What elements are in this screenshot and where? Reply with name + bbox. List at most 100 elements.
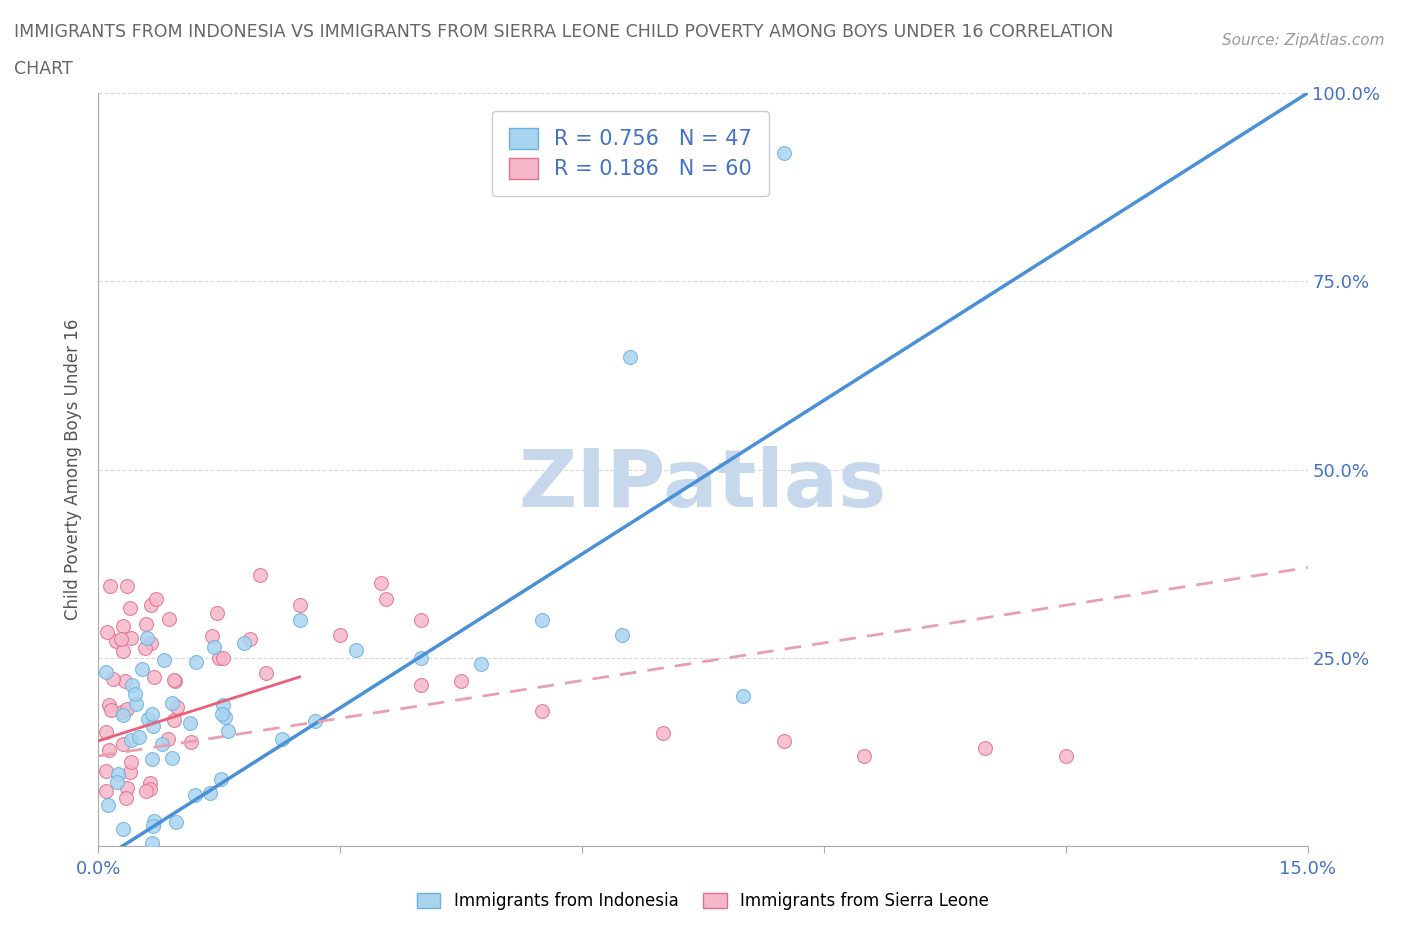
Point xyxy=(131,661,153,676)
Point xyxy=(179,715,201,730)
Point xyxy=(198,786,221,801)
Point xyxy=(150,737,173,751)
Point xyxy=(409,613,432,628)
Point xyxy=(135,631,157,645)
Point xyxy=(157,612,180,627)
Point xyxy=(112,707,135,722)
Text: IMMIGRANTS FROM INDONESIA VS IMMIGRANTS FROM SIERRA LEONE CHILD POVERTY AMONG BO: IMMIGRANTS FROM INDONESIA VS IMMIGRANTS … xyxy=(14,23,1114,41)
Point xyxy=(143,670,166,684)
Point xyxy=(974,741,997,756)
Point xyxy=(103,671,125,686)
Text: Source: ZipAtlas.com: Source: ZipAtlas.com xyxy=(1222,33,1385,47)
Point xyxy=(145,591,167,606)
Point xyxy=(124,686,146,701)
Point xyxy=(134,641,156,656)
Point xyxy=(139,636,162,651)
Point xyxy=(249,567,271,582)
Point xyxy=(96,783,118,798)
Point xyxy=(370,575,392,591)
Text: CHART: CHART xyxy=(14,60,73,78)
Point xyxy=(139,776,162,790)
Point xyxy=(409,651,432,666)
Point xyxy=(165,815,187,830)
Text: ZIPatlas: ZIPatlas xyxy=(519,445,887,524)
Point xyxy=(254,666,277,681)
Point xyxy=(107,766,129,781)
Point xyxy=(115,702,138,717)
Point xyxy=(153,652,176,667)
Point xyxy=(217,724,239,738)
Point xyxy=(166,699,188,714)
Point xyxy=(207,605,229,620)
Point xyxy=(141,751,163,766)
Point xyxy=(114,790,136,805)
Point xyxy=(98,578,121,593)
Point xyxy=(211,651,233,666)
Point xyxy=(160,751,183,765)
Point xyxy=(180,734,202,749)
Point xyxy=(184,654,207,669)
Point xyxy=(184,788,207,803)
Point xyxy=(141,835,163,850)
Point xyxy=(853,749,876,764)
Point xyxy=(374,591,396,606)
Legend: R = 0.756   N = 47, R = 0.186   N = 60: R = 0.756 N = 47, R = 0.186 N = 60 xyxy=(492,111,769,196)
Point xyxy=(112,737,135,751)
Point xyxy=(98,698,121,712)
Point xyxy=(135,617,157,631)
Point xyxy=(98,743,121,758)
Point xyxy=(112,821,135,836)
Point xyxy=(142,718,165,733)
Point xyxy=(288,598,311,613)
Point xyxy=(160,695,183,710)
Point xyxy=(470,657,492,671)
Point xyxy=(208,651,231,666)
Point xyxy=(530,613,553,628)
Point xyxy=(105,775,128,790)
Point xyxy=(115,579,138,594)
Point xyxy=(97,798,120,813)
Point xyxy=(139,782,162,797)
Point xyxy=(202,640,225,655)
Point xyxy=(239,631,262,646)
Point xyxy=(214,710,236,724)
Point xyxy=(142,818,165,833)
Point xyxy=(619,349,641,364)
Point xyxy=(120,631,142,645)
Point xyxy=(450,673,472,688)
Point xyxy=(288,613,311,628)
Point xyxy=(141,707,163,722)
Point xyxy=(120,733,142,748)
Point xyxy=(111,704,134,719)
Point xyxy=(212,698,235,712)
Point xyxy=(135,783,157,798)
Point xyxy=(344,643,367,658)
Point xyxy=(111,644,134,658)
Point xyxy=(136,711,159,726)
Point xyxy=(232,635,254,650)
Point xyxy=(96,665,118,680)
Point xyxy=(270,731,292,746)
Point xyxy=(651,726,673,741)
Point xyxy=(1054,749,1077,764)
Point xyxy=(100,702,122,717)
Point xyxy=(211,707,233,722)
Point xyxy=(163,712,186,727)
Point xyxy=(110,631,132,646)
Point xyxy=(96,625,118,640)
Point xyxy=(143,814,166,829)
Point xyxy=(115,780,138,795)
Point xyxy=(304,713,326,728)
Point xyxy=(157,732,180,747)
Point xyxy=(409,677,432,692)
Point xyxy=(329,628,352,643)
Point xyxy=(612,628,634,643)
Point xyxy=(120,764,142,779)
Legend: Immigrants from Indonesia, Immigrants from Sierra Leone: Immigrants from Indonesia, Immigrants fr… xyxy=(411,885,995,917)
Point xyxy=(733,688,755,703)
Point xyxy=(96,764,118,778)
Point xyxy=(530,703,553,718)
Point xyxy=(105,633,128,648)
Point xyxy=(772,146,794,161)
Point xyxy=(772,734,794,749)
